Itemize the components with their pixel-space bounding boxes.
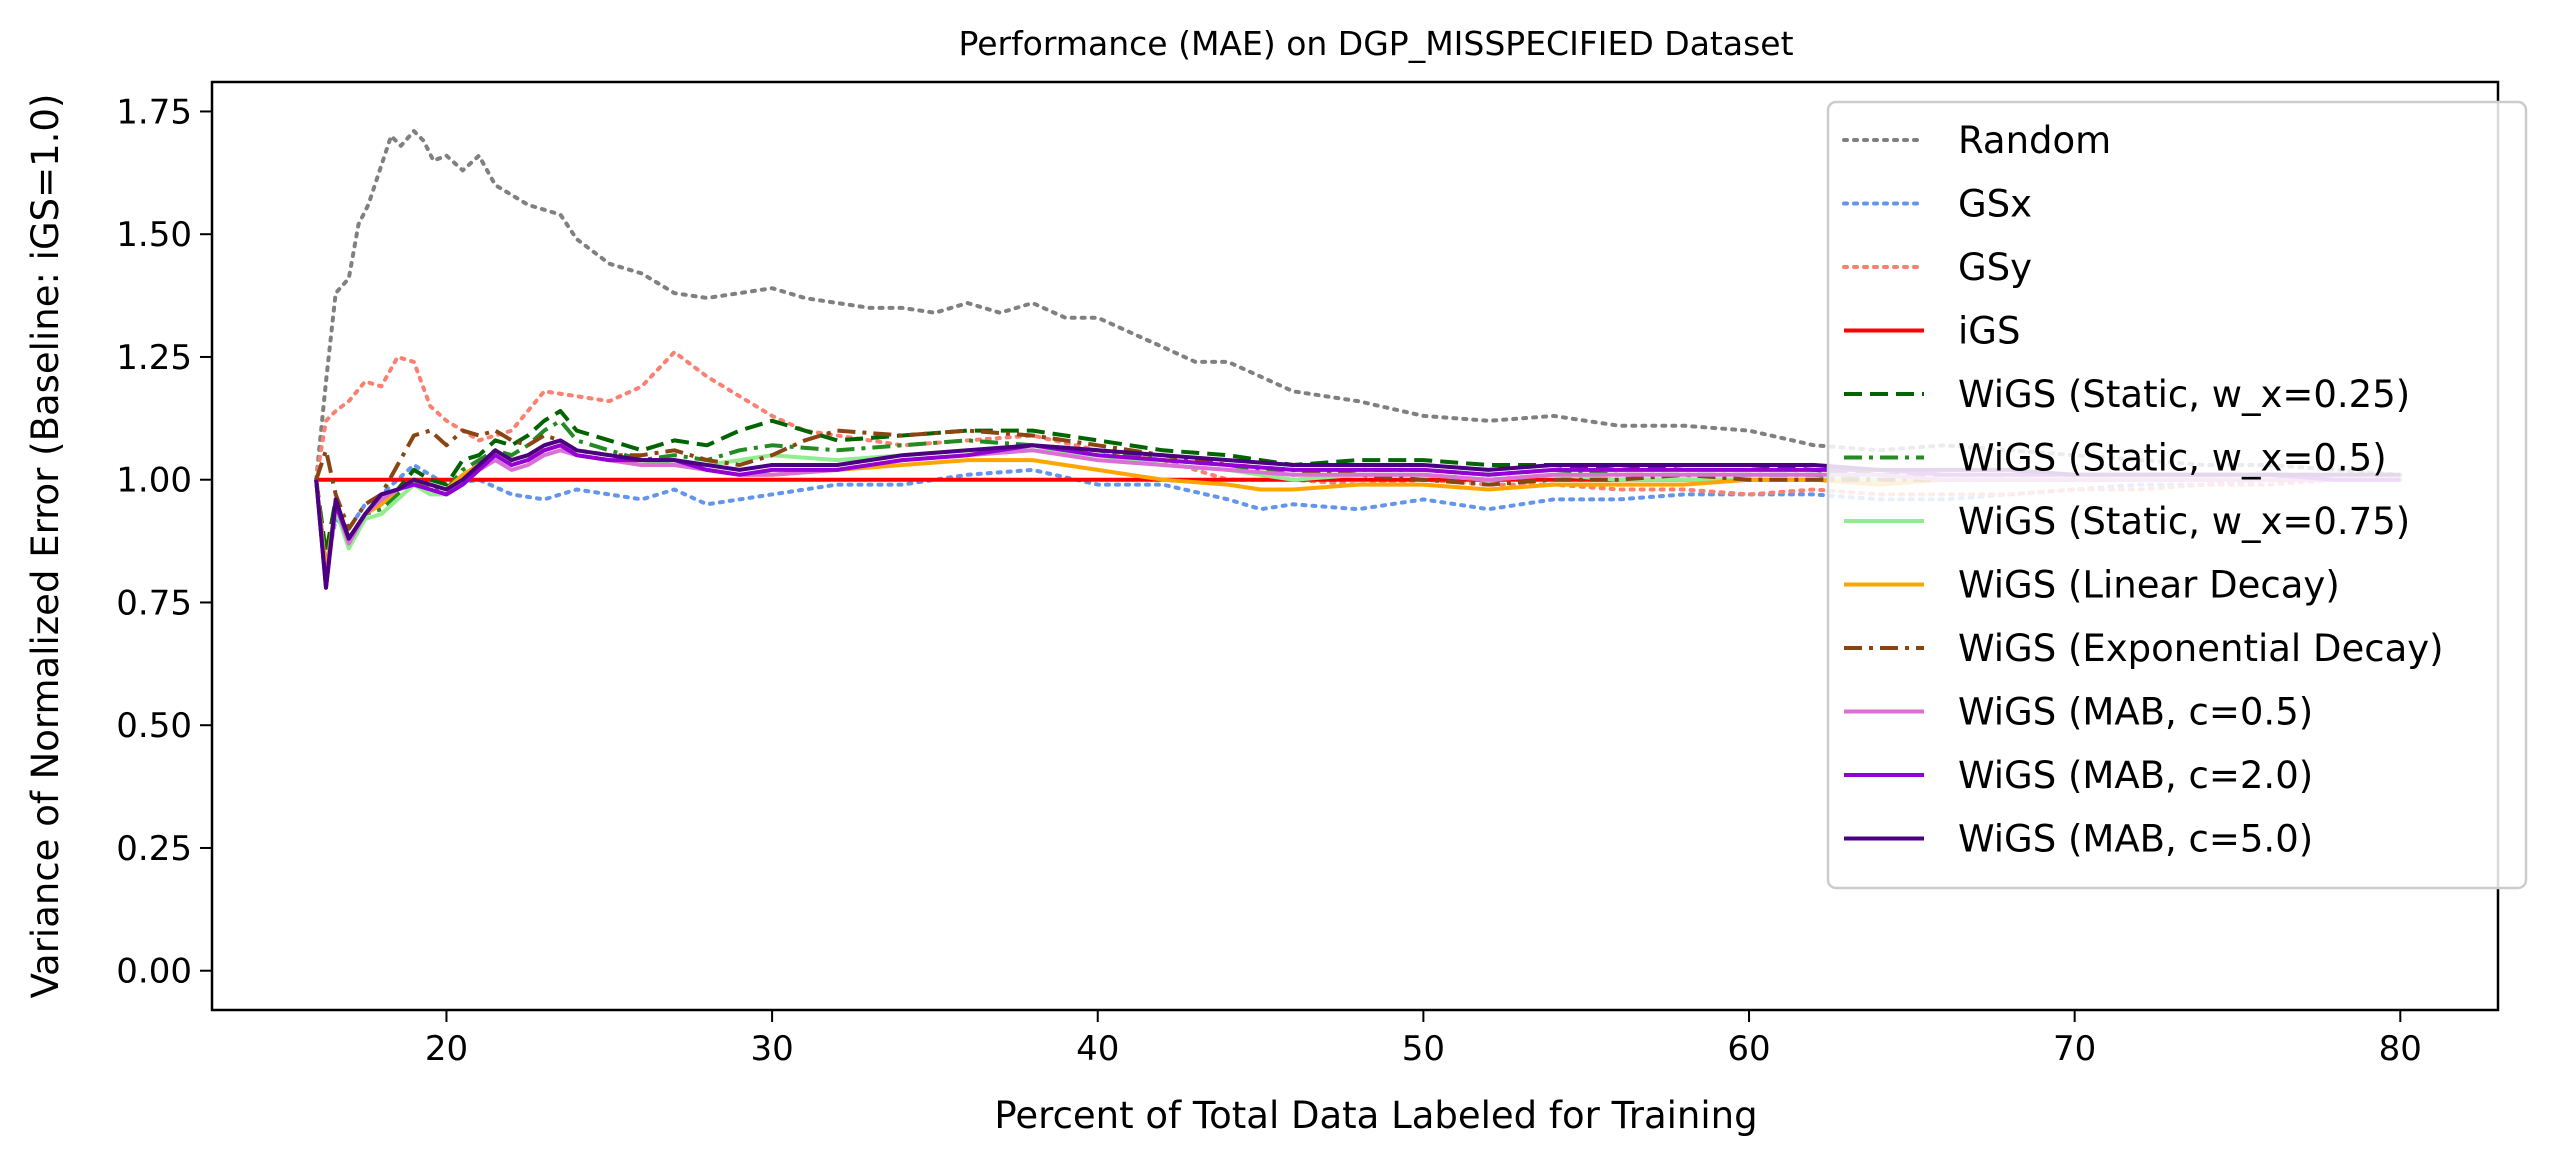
y-tick-label: 1.75	[116, 92, 192, 132]
y-tick-label: 0.00	[116, 952, 192, 992]
x-axis-label: Percent of Total Data Labeled for Traini…	[994, 1094, 1757, 1137]
chart-title: Performance (MAE) on DGP_MISSPECIFIED Da…	[958, 24, 1793, 63]
legend-label-7: WiGS (Linear Decay)	[1958, 564, 2340, 607]
y-axis: 0.00 0.25 0.50 0.75 1.00 1.25 1.50 1.75	[116, 92, 212, 992]
x-tick-label: 20	[425, 1029, 468, 1069]
x-tick-label: 30	[750, 1029, 793, 1069]
legend-label-2: GSy	[1958, 246, 2032, 289]
legend-box	[1826, 100, 2528, 890]
legend: Random GSx GSy iGS WiGS (Static, w_x=0.25) Wi…	[1826, 100, 2528, 890]
legend-label-5: WiGS (Static, w_x=0.5)	[1958, 437, 2387, 480]
x-tick-label: 60	[1727, 1029, 1770, 1069]
legend-label-3: iGS	[1958, 310, 2020, 353]
series-line-0	[314, 129, 2403, 482]
legend-label-1: GSx	[1958, 183, 2032, 226]
x-tick-label: 50	[1402, 1029, 1445, 1069]
legend-label-8: WiGS (Exponential Decay)	[1958, 627, 2444, 670]
x-tick-label: 80	[2379, 1029, 2422, 1069]
y-tick-label: 1.00	[116, 461, 192, 501]
y-tick-label: 1.50	[116, 215, 192, 255]
x-tick-label: 70	[2053, 1029, 2096, 1069]
y-axis-label: Variance of Normalized Error (Baseline: …	[24, 94, 67, 999]
legend-label-9: WiGS (MAB, c=0.5)	[1958, 691, 2313, 734]
y-tick-label: 0.75	[116, 583, 192, 623]
y-tick-label: 1.25	[116, 338, 192, 378]
x-tick-label: 40	[1076, 1029, 1119, 1069]
legend-label-10: WiGS (MAB, c=2.0)	[1958, 754, 2313, 797]
y-tick-label: 0.50	[116, 706, 192, 746]
y-tick-label: 0.25	[116, 829, 192, 869]
legend-label-4: WiGS (Static, w_x=0.25)	[1958, 373, 2410, 416]
legend-label-0: Random	[1958, 119, 2111, 162]
x-axis: 20 30 40 50 60 70 80	[425, 1010, 2422, 1069]
legend-label-11: WiGS (MAB, c=5.0)	[1958, 818, 2313, 861]
legend-label-6: WiGS (Static, w_x=0.75)	[1958, 500, 2410, 543]
